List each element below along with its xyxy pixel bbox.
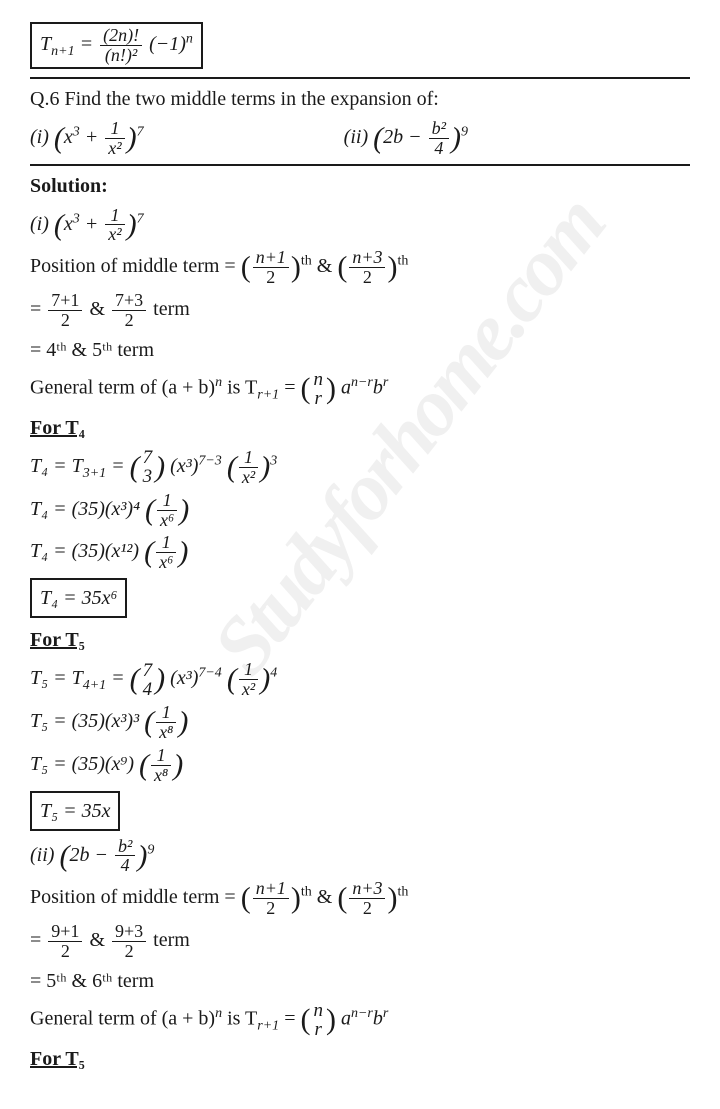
t4-line-1: T₄ = T3+1 = (73) (x³)7−3 (1x²)3 bbox=[30, 448, 690, 487]
t5-line-3: T₅ = (35)(x⁹) (1x⁸) bbox=[30, 746, 690, 785]
t5-line-1: T₅ = T4+1 = (74) (x³)7−4 (1x²)4 bbox=[30, 660, 690, 699]
general-term-line-i: General term of (a + b)n is Tr+1 = (nr) … bbox=[30, 370, 690, 408]
position-line-i: Position of middle term = (n+12)th & (n+… bbox=[30, 248, 690, 287]
for-t4-heading: For T₄ bbox=[30, 412, 690, 444]
question-text: Q.6 Find the two middle terms in the exp… bbox=[30, 83, 690, 115]
position-calc-i-2: = 4ᵗʰ & 5ᵗʰ term bbox=[30, 334, 690, 366]
t4-result-box: T₄ = 35x⁶ bbox=[30, 578, 127, 618]
position-calc-ii-2: = 5ᵗʰ & 6ᵗʰ term bbox=[30, 965, 690, 997]
top-tail: (−1)n bbox=[149, 33, 193, 55]
divider bbox=[30, 77, 690, 79]
part-ii-expression: (ii) (2b − b²4)9 bbox=[30, 837, 690, 876]
for-t5-heading: For T₅ bbox=[30, 624, 690, 656]
general-term-line-ii: General term of (a + b)n is Tr+1 = (nr) … bbox=[30, 1001, 690, 1039]
question-part-i: (i) (x3 + 1x²)7 bbox=[30, 119, 144, 158]
solution-heading: Solution: bbox=[30, 170, 690, 202]
t4-line-2: T₄ = (35)(x³)⁴ (1x⁶) bbox=[30, 491, 690, 530]
t4-result-box-line: T₄ = 35x⁶ bbox=[30, 576, 690, 620]
top-lhs: Tn+1 = bbox=[40, 33, 98, 55]
question-part-ii: (ii) (2b − b²4)9 bbox=[344, 119, 468, 158]
for-t5-heading-ii: For T₅ bbox=[30, 1043, 690, 1075]
divider bbox=[30, 164, 690, 166]
t5-result-box: T₅ = 35x bbox=[30, 791, 120, 831]
formula-box-top: Tn+1 = (2n)!(n!)² (−1)n bbox=[30, 22, 203, 69]
position-calc-i-1: = 7+12 & 7+32 term bbox=[30, 291, 690, 330]
position-line-ii: Position of middle term = (n+12)th & (n+… bbox=[30, 879, 690, 918]
t5-line-2: T₅ = (35)(x³)³ (1x⁸) bbox=[30, 703, 690, 742]
t4-line-3: T₄ = (35)(x¹²) (1x⁶) bbox=[30, 533, 690, 572]
position-calc-ii-1: = 9+12 & 9+32 term bbox=[30, 922, 690, 961]
document-body: Tn+1 = (2n)!(n!)² (−1)n Q.6 Find the two… bbox=[30, 20, 690, 1075]
question-parts-row: (i) (x3 + 1x²)7 (ii) (2b − b²4)9 bbox=[30, 119, 690, 158]
t5-result-box-line: T₅ = 35x bbox=[30, 789, 690, 833]
part-i-expression: (i) (x3 + 1x²)7 bbox=[30, 206, 690, 245]
top-frac: (2n)!(n!)² bbox=[100, 26, 142, 65]
